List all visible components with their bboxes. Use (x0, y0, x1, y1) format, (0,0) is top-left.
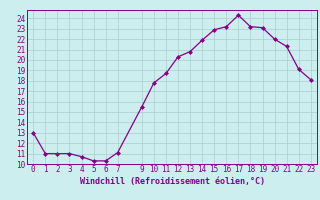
X-axis label: Windchill (Refroidissement éolien,°C): Windchill (Refroidissement éolien,°C) (79, 177, 265, 186)
